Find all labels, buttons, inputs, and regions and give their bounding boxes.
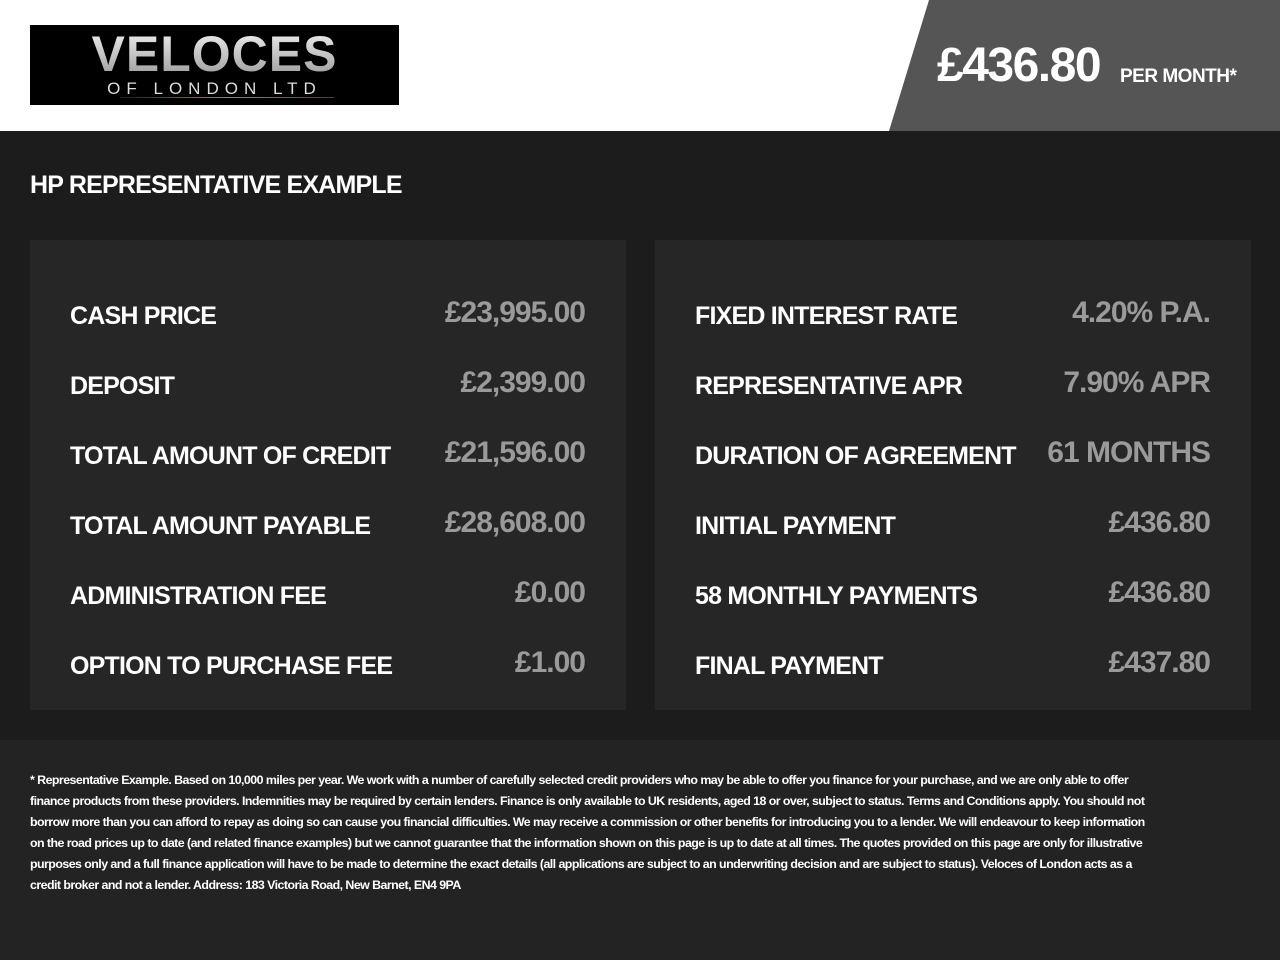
finance-value: 61 MONTHS	[1047, 436, 1211, 469]
finance-value: £1.00	[514, 646, 586, 679]
monthly-price-box	[889, 0, 1280, 131]
finance-label: TOTAL AMOUNT PAYABLE	[70, 512, 371, 540]
finance-value: 4.20% P.A.	[1072, 296, 1211, 329]
logo-title: VELOCES	[30, 29, 399, 79]
finance-label: OPTION TO PURCHASE FEE	[70, 652, 393, 680]
finance-card-left: CASH PRICE £23,995.00 DEPOSIT £2,399.00 TOTA…	[30, 240, 626, 710]
finance-value: £0.00	[514, 576, 586, 609]
finance-label: 58 MONTHLY PAYMENTS	[695, 582, 978, 610]
finance-value: £437.80	[1108, 646, 1211, 679]
finance-card-right: FIXED INTEREST RATE 4.20% P.A. REPRESENTAT…	[655, 240, 1251, 710]
finance-row: DURATION OF AGREEMENT 61 MONTHS	[695, 430, 1211, 470]
finance-row: INITIAL PAYMENT £436.80	[695, 500, 1211, 540]
finance-value: £2,399.00	[460, 366, 586, 399]
finance-label: CASH PRICE	[70, 302, 217, 330]
finance-value: £436.80	[1108, 506, 1211, 539]
finance-label: DEPOSIT	[70, 372, 175, 400]
finance-row: TOTAL AMOUNT OF CREDIT £21,596.00	[70, 430, 586, 470]
finance-row: OPTION TO PURCHASE FEE £1.00	[70, 640, 586, 680]
finance-value: £436.80	[1108, 576, 1211, 609]
finance-row: CASH PRICE £23,995.00	[70, 290, 586, 330]
finance-value: £28,608.00	[444, 506, 586, 539]
finance-row: REPRESENTATIVE APR 7.90% APR	[695, 360, 1211, 400]
finance-value: £23,995.00	[444, 296, 586, 329]
finance-label: INITIAL PAYMENT	[695, 512, 896, 540]
finance-label: ADMINISTRATION FEE	[70, 582, 327, 610]
logo-subtitle: OF LONDON LTD	[107, 79, 322, 98]
finance-row: TOTAL AMOUNT PAYABLE £28,608.00	[70, 500, 586, 540]
veloces-logo[interactable]: VELOCES OF LONDON LTD	[30, 25, 399, 105]
finance-value: £21,596.00	[444, 436, 586, 469]
finance-value: 7.90% APR	[1063, 366, 1211, 399]
finance-label: FIXED INTEREST RATE	[695, 302, 958, 330]
finance-row: 58 MONTHLY PAYMENTS £436.80	[695, 570, 1211, 610]
finance-row: FIXED INTEREST RATE 4.20% P.A.	[695, 290, 1211, 330]
monthly-price: £436.80	[937, 39, 1102, 92]
finance-label: TOTAL AMOUNT OF CREDIT	[70, 442, 391, 470]
per-month-label: PER MONTH*	[1120, 66, 1237, 87]
finance-label: DURATION OF AGREEMENT	[695, 442, 1017, 470]
finance-row: FINAL PAYMENT £437.80	[695, 640, 1211, 680]
section-title: HP REPRESENTATIVE EXAMPLE	[30, 171, 403, 199]
finance-label: FINAL PAYMENT	[695, 652, 884, 680]
logo-underline	[120, 97, 334, 98]
finance-label: REPRESENTATIVE APR	[695, 372, 963, 400]
disclaimer-footer: * Representative Example. Based on 10,00…	[0, 740, 1280, 960]
finance-row: DEPOSIT £2,399.00	[70, 360, 586, 400]
disclaimer-text: * Representative Example. Based on 10,00…	[30, 773, 1145, 892]
finance-row: ADMINISTRATION FEE £0.00	[70, 570, 586, 610]
